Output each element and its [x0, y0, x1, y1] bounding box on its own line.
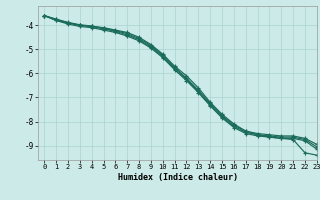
X-axis label: Humidex (Indice chaleur): Humidex (Indice chaleur) [118, 173, 238, 182]
